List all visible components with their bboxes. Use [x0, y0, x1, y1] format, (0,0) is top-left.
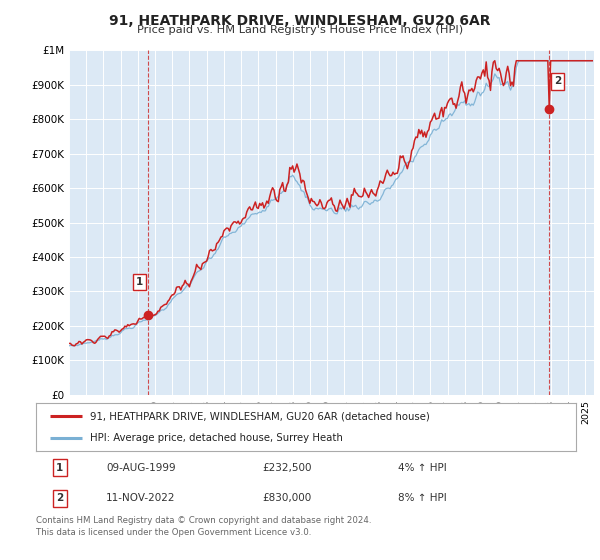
Text: Contains HM Land Registry data © Crown copyright and database right 2024.
This d: Contains HM Land Registry data © Crown c… — [36, 516, 371, 537]
Text: £232,500: £232,500 — [263, 463, 312, 473]
Text: 11-NOV-2022: 11-NOV-2022 — [106, 493, 176, 503]
Text: £830,000: £830,000 — [263, 493, 312, 503]
Text: 91, HEATHPARK DRIVE, WINDLESHAM, GU20 6AR (detached house): 91, HEATHPARK DRIVE, WINDLESHAM, GU20 6A… — [90, 411, 430, 421]
Text: HPI: Average price, detached house, Surrey Heath: HPI: Average price, detached house, Surr… — [90, 433, 343, 443]
Text: 91, HEATHPARK DRIVE, WINDLESHAM, GU20 6AR: 91, HEATHPARK DRIVE, WINDLESHAM, GU20 6A… — [109, 14, 491, 28]
Text: 2: 2 — [554, 76, 561, 86]
Text: 2: 2 — [56, 493, 64, 503]
Text: 1: 1 — [136, 277, 143, 287]
Text: Price paid vs. HM Land Registry's House Price Index (HPI): Price paid vs. HM Land Registry's House … — [137, 25, 463, 35]
Text: 09-AUG-1999: 09-AUG-1999 — [106, 463, 176, 473]
Text: 4% ↑ HPI: 4% ↑ HPI — [398, 463, 446, 473]
Text: 8% ↑ HPI: 8% ↑ HPI — [398, 493, 446, 503]
Text: 1: 1 — [56, 463, 64, 473]
